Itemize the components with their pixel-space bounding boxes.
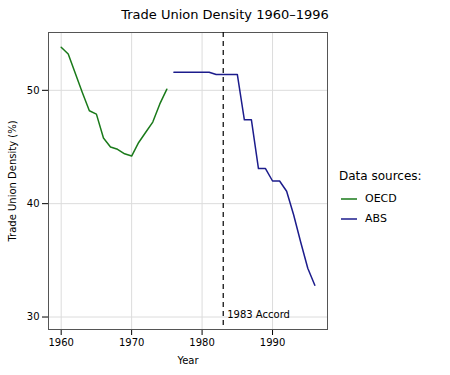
svg-text:1980: 1980 (189, 337, 214, 348)
svg-text:1960: 1960 (48, 337, 73, 348)
svg-text:Trade Union Density (%): Trade Union Density (%) (7, 120, 18, 242)
html-text:Trade Union Density 1960–1996: Trade Union Density 1960–1996 (121, 7, 329, 22)
svg-text:40: 40 (27, 198, 40, 209)
svg-text:1983 Accord: 1983 Accord (227, 309, 290, 320)
svg-text:50: 50 (27, 85, 40, 96)
html-text:ABS: ABS (365, 212, 387, 225)
svg-text:30: 30 (27, 311, 40, 322)
html-text:Data sources:: Data sources: (339, 168, 422, 183)
svg-text:1990: 1990 (260, 337, 285, 348)
html-text:OECD: OECD (365, 192, 397, 205)
svg-text:1970: 1970 (119, 337, 144, 348)
svg-text:Year: Year (176, 355, 199, 366)
